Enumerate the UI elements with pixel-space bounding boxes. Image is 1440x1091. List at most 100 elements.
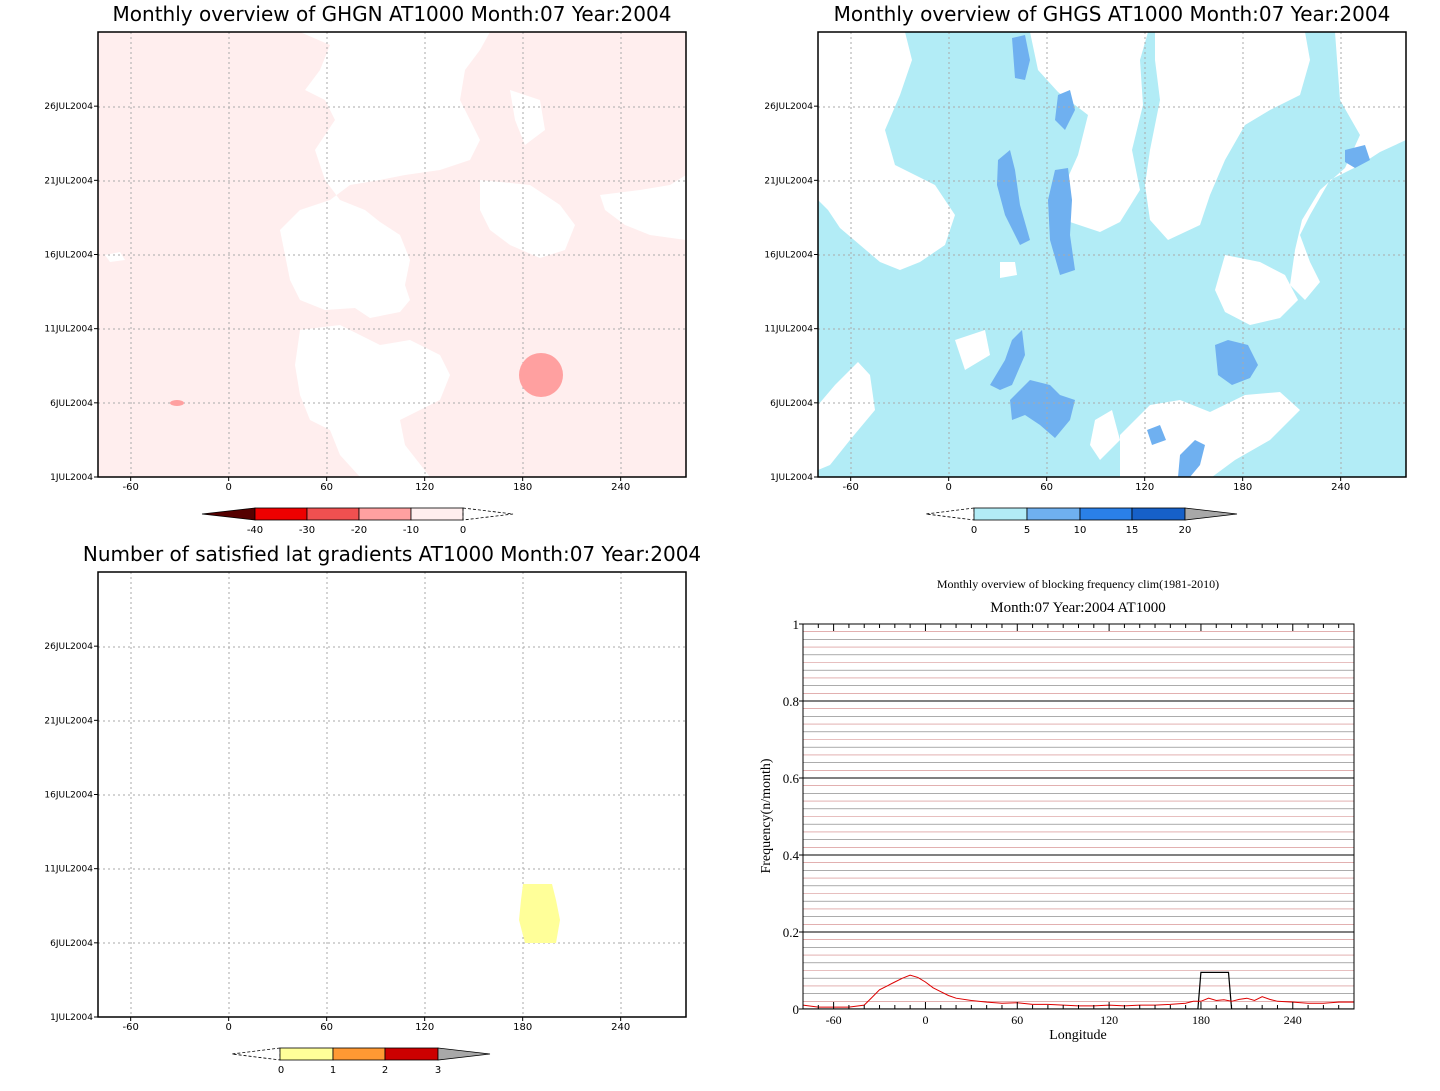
blocking-series: [803, 971, 1354, 1009]
lat-gradients-ytick-label: 26JUL2004: [44, 642, 93, 652]
lat-gradients-ytick-label: 6JUL2004: [50, 939, 93, 949]
ghgn-white-region-east: [510, 90, 545, 145]
ghgn-cbar-label-4: 0: [460, 525, 466, 536]
ghgn-white-region-far-right: [600, 175, 686, 240]
blocking-xlabel: Longitude: [1049, 1028, 1107, 1043]
ghgn-cbar-over: [462, 507, 514, 521]
lat-gradients-axis-ticks: -60 0 60 120 180 240 1JUL2004 6JUL2004 11JUL2004…: [44, 642, 630, 1033]
ghgn-cbar-40-30: [254, 507, 308, 521]
lat-gradients-ytick-label: 1JUL2004: [50, 1013, 93, 1023]
ghgn-xtick-label: 180: [513, 482, 532, 493]
ghgn-ytick-label: 26JUL2004: [44, 102, 93, 112]
ghgs-white-region-south-center: [1120, 392, 1300, 477]
lat-gradients-title: Number of satisfied lat gradients AT1000…: [83, 542, 701, 566]
ghgs-cbar-0-5: [973, 507, 1028, 521]
lat-gradients-xtick-label: 240: [611, 1022, 630, 1033]
ghgs-blob-5: [1345, 145, 1370, 168]
ghgs-cbar-label-2: 10: [1074, 525, 1087, 536]
blocking-xtick-label: 120: [1100, 1013, 1118, 1027]
ghgn-axis-ticks: -60 0 60 120 180 240 1JUL2004 6JUL2004 11JUL2004…: [44, 102, 630, 493]
ghgs-blob-1: [1012, 35, 1030, 80]
ghgn-xtick-label: 120: [415, 482, 434, 493]
blocking-axis-ticks: -60 0 60 120 180 240 0 0.2 0.4 0.6 0.8 1: [783, 617, 1355, 1027]
ghgn-field: [98, 32, 686, 477]
ghgs-cbar-label-1: 5: [1024, 525, 1030, 536]
ghgs-white-region-north-center: [1030, 32, 1148, 232]
ghgs-xtick-label: 120: [1135, 482, 1154, 493]
blocking-title: Monthly overview of blocking frequency c…: [937, 577, 1219, 591]
blocking-ytick-label: 0: [793, 1002, 800, 1017]
ghgs-xtick-label: -60: [842, 482, 858, 493]
blocking-ytick-label: 1: [793, 617, 800, 632]
lat-cbar-under: [231, 1047, 281, 1061]
lat-gradients-ytick-label: 11JUL2004: [44, 865, 93, 875]
ghgs-blob-2: [1055, 90, 1075, 130]
blocking-ytick-label: 0.6: [783, 771, 800, 786]
ghgs-cbar-10-15: [1079, 507, 1133, 521]
ghgn-ytick-label: 16JUL2004: [44, 251, 93, 261]
lat-gradients-colorbar: 0 1 2 3: [231, 1047, 491, 1076]
blocking-xtick-label: 0: [922, 1013, 928, 1027]
ghgn-white-region-south: [295, 325, 450, 477]
blocking-xtick-label: 240: [1284, 1013, 1302, 1027]
blocking-ytick-label: 0.8: [783, 694, 799, 709]
ghgs-xtick-label: 180: [1233, 482, 1252, 493]
lat-gradients-xtick-label: 180: [513, 1022, 532, 1033]
ghgs-ytick-label: 26JUL2004: [764, 102, 813, 112]
blocking-ytick-label: 0.4: [783, 848, 800, 863]
lat-gradients-grid: [98, 572, 686, 1017]
ghgn-xtick-label: 0: [225, 482, 231, 493]
panel-blocking-frequency: Monthly overview of blocking frequency c…: [759, 577, 1355, 1043]
blocking-clim-line: [803, 971, 1354, 1009]
ghgn-white-region-north: [280, 32, 490, 318]
ghgs-cbar-label-3: 15: [1126, 525, 1139, 536]
ghgs-white-region-south-west: [818, 362, 875, 470]
ghgs-field: [818, 32, 1406, 477]
ghgs-white-region-mid: [1000, 262, 1017, 278]
lat-gradients-xtick-label: 0: [225, 1022, 231, 1033]
lat-cbar-label-3: 3: [435, 1065, 441, 1076]
ghgs-cbar-under: [925, 507, 975, 521]
ghgs-white-region-right: [1145, 32, 1310, 240]
ghgs-white-region-west: [818, 32, 955, 270]
ghgn-cbar-label-1: -30: [299, 525, 315, 536]
ghgs-xtick-label: 240: [1331, 482, 1350, 493]
ghgs-white-region-south-small: [1090, 410, 1120, 460]
ghgs-xtick-label: 60: [1040, 482, 1053, 493]
ghgs-blob-8: [1010, 380, 1075, 438]
lat-cbar-1-2: [332, 1047, 386, 1061]
ghgn-xtick-label: 240: [611, 482, 630, 493]
blocking-subtitle: Month:07 Year:2004 AT1000: [990, 600, 1165, 616]
ghgn-cbar-label-3: -10: [403, 525, 419, 536]
ghgn-cbar-30-20: [306, 507, 360, 521]
blocking-xtick-label: -60: [826, 1013, 842, 1027]
ghgn-cbar-lt40: [201, 507, 256, 521]
ghgs-grid: [818, 32, 1406, 477]
ghgn-cbar-10-0: [410, 507, 464, 521]
ghgs-ytick-label: 6JUL2004: [770, 399, 813, 409]
blocking-grid: [803, 624, 1354, 1009]
ghgs-ytick-label: 11JUL2004: [764, 325, 813, 335]
blocking-frequency-line: [803, 974, 1354, 1008]
panel-lat-gradients: Number of satisfied lat gradients AT1000…: [44, 542, 701, 1076]
ghgs-blob-9: [1147, 425, 1166, 445]
lat-cbar-label-1: 1: [330, 1065, 336, 1076]
ghgs-ytick-label: 1JUL2004: [770, 473, 813, 483]
ghgs-blob-6: [990, 330, 1025, 390]
ghgs-cbar-15-20: [1131, 507, 1186, 521]
lat-cbar-2-3: [384, 1047, 439, 1061]
ghgn-xtick-label: 60: [320, 482, 333, 493]
ghgs-blob-7: [1215, 340, 1258, 385]
lat-cbar-label-2: 2: [382, 1065, 388, 1076]
lat-gradients-background: [98, 572, 686, 1017]
ghgs-ytick-label: 21JUL2004: [764, 176, 813, 186]
lat-cbar-label-0: 0: [278, 1065, 284, 1076]
ghgn-grid: [98, 32, 686, 477]
ghgs-ytick-label: 16JUL2004: [764, 251, 813, 261]
lat-gradients-xtick-label: 60: [320, 1022, 333, 1033]
ghgs-xtick-label: 0: [945, 482, 951, 493]
ghgs-white-region-mid-east: [1215, 255, 1298, 325]
ghgn-ytick-label: 21JUL2004: [44, 176, 93, 186]
lat-cbar-0-1: [279, 1047, 334, 1061]
